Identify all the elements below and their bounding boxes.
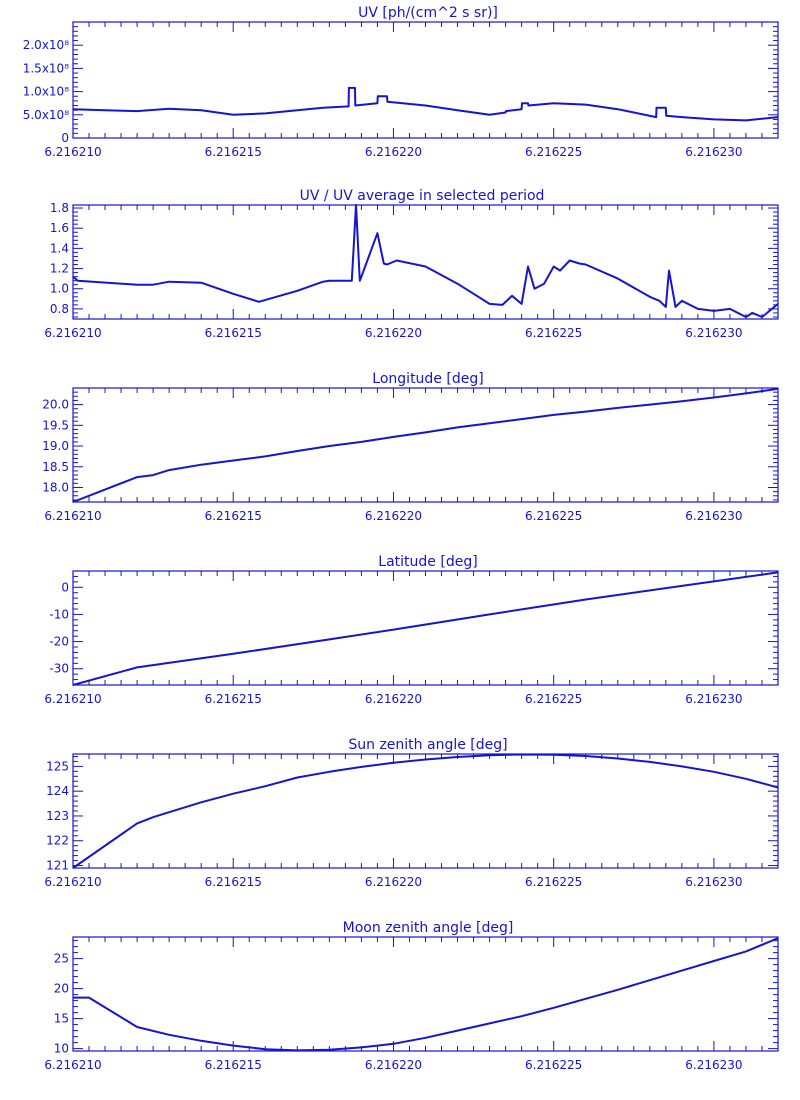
x-tick-label: 6.216230 [685, 509, 742, 523]
x-tick-label: 6.216230 [685, 1058, 742, 1072]
panel-uv: UV [ph/(cm^2 s sr)] 6.216210 6.216215 6.21… [23, 5, 779, 159]
series-line [73, 937, 779, 1052]
plot-frame [72, 204, 779, 320]
x-tick-label: 6.216225 [525, 509, 582, 523]
x-tick-label: 6.216210 [44, 509, 101, 523]
x-tick-label: 6.216230 [685, 875, 742, 889]
y-tick-label: 20 [54, 982, 69, 996]
x-tick-label: 6.216220 [365, 509, 422, 523]
x-tick-label: 6.216215 [205, 145, 262, 159]
y-tick-label: 1.8 [50, 201, 69, 215]
y-tick-label: 123 [46, 809, 69, 823]
y-tick-label: 19.5 [42, 418, 69, 432]
y-tick-label: 125 [46, 759, 69, 773]
y-tick-label: 15 [54, 1012, 69, 1026]
x-tick-label: 6.216215 [205, 1058, 262, 1072]
x-tick-label: 6.216210 [44, 692, 101, 706]
plot-frame [72, 21, 779, 139]
panel-uv-ratio: UV / UV average in selected period 6.216… [44, 188, 779, 340]
panel-title: Latitude [deg] [378, 554, 477, 570]
x-tick-label: 6.216220 [365, 326, 422, 340]
y-tick-label: 121 [46, 859, 69, 873]
y-tick-label: 19.0 [42, 439, 69, 453]
y-tick-label: 0 [61, 580, 69, 594]
x-tick-label: 6.216215 [205, 509, 262, 523]
panel-moon-zenith: Moon zenith angle [deg] 6.216210 6.216215… [44, 920, 779, 1072]
y-tick-label: 1.0x10⁸ [23, 85, 69, 99]
plot-frame [72, 753, 779, 869]
panel-sun-zenith: Sun zenith angle [deg] 6.216210 6.216215 6… [44, 737, 779, 889]
y-tick-label: 1.4 [50, 241, 69, 255]
x-tick-label: 6.216220 [365, 1058, 422, 1072]
x-tick-label: 6.216215 [205, 326, 262, 340]
y-tick-label: 0.8 [50, 302, 69, 316]
x-tick-label: 6.216215 [205, 692, 262, 706]
x-tick-label: 6.216210 [44, 145, 101, 159]
y-tick-label: 1.6 [50, 221, 69, 235]
y-tick-label: 2.0x10⁸ [23, 38, 69, 52]
panel-latitude: Latitude [deg] 6.216210 6.216215 6.216220 6… [44, 554, 779, 706]
series-line [72, 387, 779, 503]
panel-title: Sun zenith angle [deg] [348, 737, 507, 753]
y-tick-label: 5.0x10⁸ [23, 108, 69, 122]
x-tick-label: 6.216225 [525, 875, 582, 889]
x-tick-label: 6.216225 [525, 1058, 582, 1072]
y-tick-label: 20.0 [42, 398, 69, 412]
x-tick-label: 6.216225 [525, 692, 582, 706]
plot-frame [72, 936, 779, 1052]
x-tick-label: 6.216220 [365, 145, 422, 159]
y-tick-label: 1.5x10⁸ [23, 61, 69, 75]
x-tick-label: 6.216230 [685, 692, 742, 706]
x-tick-label: 6.216210 [44, 1058, 101, 1072]
y-tick-label: 0 [61, 131, 69, 145]
y-tick-label: -10 [49, 607, 69, 621]
y-tick-label: 124 [46, 784, 69, 798]
x-tick-label: 6.216230 [685, 145, 742, 159]
series-line [72, 571, 779, 686]
x-tick-label: 6.216225 [525, 145, 582, 159]
x-tick-label: 6.216210 [44, 875, 101, 889]
x-tick-label: 6.216215 [205, 875, 262, 889]
y-tick-label: 18.0 [42, 480, 69, 494]
y-tick-label: 18.5 [42, 460, 69, 474]
x-tick-label: 6.216225 [525, 326, 582, 340]
panel-title: UV [ph/(cm^2 s sr)] [358, 5, 498, 21]
x-tick-label: 6.216220 [365, 875, 422, 889]
panel-title: UV / UV average in selected period [300, 188, 545, 204]
series-line [72, 753, 779, 869]
x-tick-label: 6.216230 [685, 326, 742, 340]
y-tick-label: -30 [49, 662, 69, 676]
y-tick-label: 10 [54, 1042, 69, 1056]
y-tick-label: 1.0 [50, 282, 69, 296]
panel-title: Moon zenith angle [deg] [343, 920, 514, 936]
x-tick-label: 6.216220 [365, 692, 422, 706]
panel-title: Longitude [deg] [372, 371, 483, 387]
y-tick-label: 25 [54, 952, 69, 966]
y-tick-label: 1.2 [50, 262, 69, 276]
y-tick-label: 122 [46, 834, 69, 848]
series-line [72, 86, 779, 122]
series-line [72, 204, 779, 318]
x-tick-label: 6.216210 [44, 326, 101, 340]
panel-longitude: Longitude [deg] 6.216210 6.216215 6.216220… [42, 371, 779, 523]
plot-frame [72, 387, 779, 503]
y-tick-label: -20 [49, 635, 69, 649]
